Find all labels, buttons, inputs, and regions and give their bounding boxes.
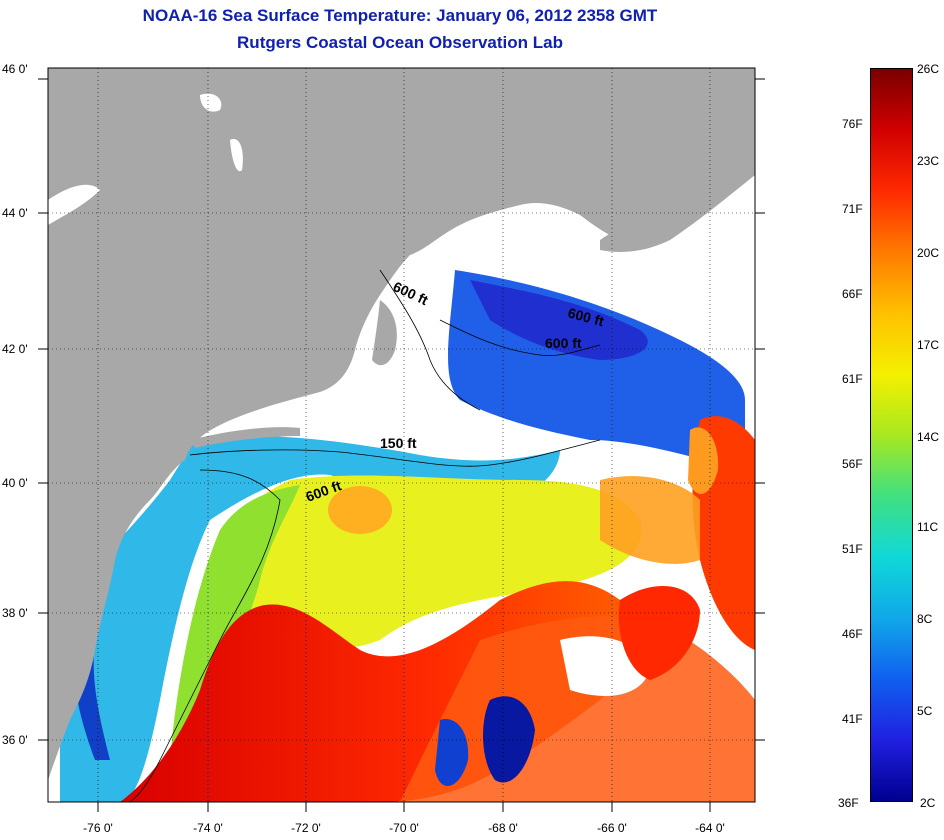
bathymetry-contours <box>129 269 601 802</box>
colorbar-c-label: 14C <box>917 430 940 444</box>
lon-tick-label: -74 0' <box>193 821 223 835</box>
lat-tick-label: 46 0' <box>2 62 28 76</box>
slope-water-yellow <box>226 475 642 649</box>
temperature-colorbar <box>870 68 913 802</box>
gulf-of-maine-deep-blue <box>470 280 648 360</box>
colorbar-f-label: 56F <box>842 457 863 471</box>
warm-core-eddy <box>328 486 392 534</box>
map-frame <box>47 67 756 803</box>
map-title: NOAA-16 Sea Surface Temperature: January… <box>142 6 658 25</box>
lake-3 <box>48 184 100 225</box>
lake <box>200 93 222 112</box>
lon-tick-label: -72 0' <box>291 821 321 835</box>
nova-scotia-land <box>600 150 755 252</box>
mid-orange-region <box>600 476 700 564</box>
eastern-orange-patch <box>688 427 719 494</box>
colorbar-c-label: 20C <box>917 246 940 260</box>
colorbar-f-label: 66F <box>842 287 863 301</box>
north-america-land <box>48 68 755 780</box>
lake-2 <box>230 139 243 172</box>
colorbar-c-label: 23C <box>917 154 940 168</box>
lon-tick-label: -66 0' <box>597 821 627 835</box>
colorbar-c-label: 8C <box>917 612 933 626</box>
lon-tick-label: -70 0' <box>389 821 419 835</box>
long-island <box>190 427 300 448</box>
lat-tick-label: 42 0' <box>2 342 28 356</box>
lon-tick-label: -64 0' <box>695 821 725 835</box>
colorbar-c-label: 5C <box>917 704 933 718</box>
offshore-cold-patches <box>483 696 535 783</box>
colorbar-f-label: 61F <box>842 372 863 386</box>
lon-tick-label: -68 0' <box>488 821 518 835</box>
contour-label: 600 ft <box>545 335 582 351</box>
lat-tick-label: 38 0' <box>2 606 28 620</box>
colorbar-c-label: 2C <box>920 796 936 810</box>
lat-tick-label: 36 0' <box>2 733 28 747</box>
lat-tick-label: 44 0' <box>2 206 28 220</box>
contour-label: 150 ft <box>380 435 417 451</box>
colorbar-c-label: 17C <box>917 338 940 352</box>
colorbar-f-label: 41F <box>842 712 863 726</box>
colorbar-f-label: 71F <box>842 202 863 216</box>
colorbar-c-label: 11C <box>917 520 939 534</box>
colorbar-f-label: 76F <box>842 117 863 131</box>
eastern-warm-patch <box>618 586 700 680</box>
colorbar-f-label: 46F <box>842 627 863 641</box>
map-subtitle: Rutgers Coastal Ocean Observation Lab <box>237 33 563 52</box>
lat-tick-label: 40 0' <box>2 476 28 490</box>
shelf-cool-water <box>60 435 560 802</box>
colorbar-f-label: 36F <box>838 796 859 810</box>
cape-cod <box>372 300 397 366</box>
tick-marks <box>38 78 765 812</box>
colorbar-c-label: 26C <box>917 62 940 76</box>
colorbar-f-label: 51F <box>842 542 863 556</box>
lon-tick-label: -76 0' <box>83 821 113 835</box>
offshore-cold-patch-2 <box>435 719 469 787</box>
